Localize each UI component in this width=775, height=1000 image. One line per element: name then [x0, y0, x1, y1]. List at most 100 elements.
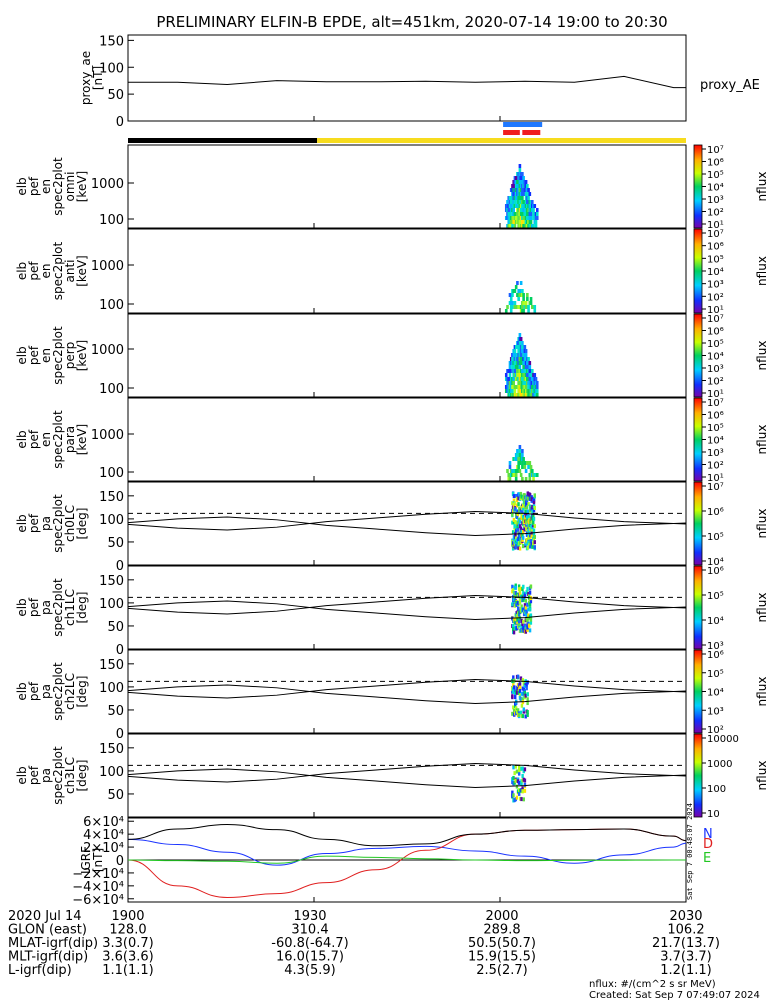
colorbar-tick-label: 10: [707, 809, 720, 820]
spectrogram-pixel: [513, 501, 516, 506]
colorbar-gradient: [693, 144, 703, 229]
colorbar-gradient: [693, 313, 703, 398]
spectrogram-pixel: [530, 534, 533, 539]
y-tick-label: 100: [99, 597, 124, 612]
y-axis-label-line: ch3LC: [63, 757, 77, 794]
colorbar-tick-label: 10³: [707, 195, 724, 206]
spectrogram-pixel: [513, 780, 516, 785]
spectrogram-pixel: [533, 373, 537, 377]
y-tick-label: 100: [99, 298, 124, 313]
spectrogram-pixel: [533, 309, 537, 313]
spectrogram-pixel: [514, 285, 518, 289]
spectrogram-pixel: [528, 590, 532, 595]
spectrogram-pixel: [512, 538, 516, 543]
spectrogram-pixel: [513, 289, 517, 293]
spectrogram-pixel: [523, 345, 527, 349]
y-axis-label-line: anti: [63, 260, 77, 283]
spectrogram-pixel: [511, 584, 514, 589]
spectrogram-pixel: [527, 196, 530, 200]
spectrogram-pixel: [523, 369, 527, 373]
colorbar-tick-label: 10⁶: [707, 158, 724, 169]
spectrogram-pixel: [508, 465, 512, 469]
spectrogram-pixel: [524, 515, 527, 520]
spectrogram-pixel: [526, 713, 529, 718]
spectrogram-pixel: [516, 523, 519, 528]
spectrogram-pixel: [514, 345, 518, 349]
status-bars: [128, 122, 686, 143]
spectrogram-pixel: [526, 496, 530, 501]
spectrogram-pixel: [514, 385, 518, 389]
spectrogram-pixel: [533, 524, 536, 529]
spectrogram-pixel: [523, 603, 527, 608]
spectrogram-pixel: [523, 788, 527, 793]
loss-cone-upper-line: [127, 595, 687, 615]
colorbar-tick-label: 100: [707, 784, 726, 795]
spectrogram-pixel: [516, 453, 519, 457]
colorbar-tick-label: 10⁴: [707, 267, 724, 278]
spectrogram-pixel: [522, 502, 526, 507]
colorbar-tick-label: 10¹: [707, 305, 724, 316]
spectrogram-pixel: [514, 703, 517, 708]
spectrogram-pixel: [531, 369, 534, 373]
panel-2: 1000100elbpefenspec2plotanti[keV]10⁷10⁶1…: [15, 228, 769, 316]
spectrogram-pixel: [528, 369, 532, 373]
spectrogram-pixel: [520, 516, 523, 521]
colorbar-tick-label: 10⁴: [707, 557, 724, 568]
spectrogram-pixel: [524, 180, 528, 184]
spectrogram-pixel: [516, 512, 519, 517]
spectrogram-pixel: [511, 711, 514, 716]
spectrogram-pixel: [530, 497, 533, 502]
proxy-ae-line: [128, 75, 686, 89]
footer-cell: 2030: [669, 909, 702, 924]
spectrogram-pixel: [526, 701, 529, 706]
spectrogram-pixel: [524, 349, 528, 353]
spectrogram-pixel: [512, 208, 515, 212]
y-tick-label: 50: [107, 704, 124, 719]
spectrogram-pixel: [518, 365, 522, 369]
spectrogram-pixel: [513, 603, 517, 608]
y-tick-label: 0: [116, 854, 124, 869]
spectrogram-pixel: [522, 591, 525, 596]
panel-1: 1000100elbpefenspec2plotomni[keV]10⁷10⁶1…: [15, 144, 769, 231]
spectrogram-pixel: [508, 212, 512, 216]
spectrogram-pixel: [513, 524, 516, 529]
igrf-line-total: [127, 823, 687, 847]
spectrogram-pixel: [528, 607, 532, 612]
colorbar-tick-label: 10⁴: [707, 616, 724, 627]
y-tick-label: 100: [99, 513, 124, 528]
spectrogram-pixel: [511, 293, 514, 297]
footer-cell: 3.6(3.6): [102, 950, 154, 965]
y-tick-label: 100: [99, 765, 124, 780]
spectrogram-pixel: [514, 519, 517, 524]
spectrogram-pixel: [535, 216, 539, 220]
colorbar-tick-label: 10⁵: [707, 423, 724, 434]
y-axis-label-line: ch0LC: [63, 505, 77, 542]
footer-cell: 1.1(1.1): [102, 963, 154, 978]
colorbar-tick-label: 10⁷: [707, 145, 724, 156]
spectrogram-pixel: [513, 543, 516, 548]
y-axis-label-line: [nT]: [91, 848, 105, 872]
spectrogram-pixel: [521, 532, 524, 537]
y-tick-label: 50: [107, 620, 124, 635]
spectrogram-pixel: [533, 545, 536, 550]
spectrogram-pixel: [518, 445, 522, 449]
y-tick-label: 0: [116, 559, 124, 574]
colorbar-tick-label: 10⁷: [707, 314, 724, 325]
y-axis-label-line: spec2plot: [51, 578, 65, 637]
colorbar-tick-label: 10¹: [707, 473, 724, 484]
spectrogram-pixel: [522, 208, 525, 212]
spectrogram-pixel: [532, 477, 535, 481]
spectrogram-pixel: [514, 469, 518, 473]
colorbar-gradient: [693, 397, 703, 482]
panel-frame: [127, 649, 687, 734]
y-axis-label-line: para: [63, 426, 77, 453]
y-axis-label-line: pef: [27, 429, 41, 449]
spectrogram-pixel: [515, 600, 518, 605]
spectrogram-pixel: [517, 622, 521, 627]
spectrogram-pixel: [517, 457, 520, 461]
spectrogram-pixel: [515, 528, 518, 533]
spectrogram-pixel: [512, 765, 515, 770]
spectrogram-pixel: [513, 771, 516, 776]
panel-frame: [127, 144, 687, 229]
